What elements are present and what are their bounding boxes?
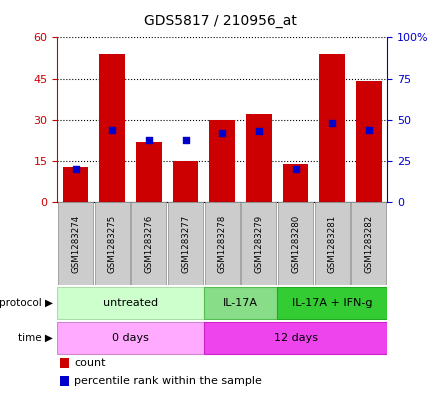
Text: GSM1283278: GSM1283278 <box>218 215 227 273</box>
Bar <box>356 81 382 202</box>
Point <box>72 166 79 173</box>
Point <box>365 127 372 133</box>
Text: time ▶: time ▶ <box>18 333 53 343</box>
Text: GSM1283281: GSM1283281 <box>328 215 337 273</box>
Text: GSM1283274: GSM1283274 <box>71 215 80 273</box>
Text: GSM1283282: GSM1283282 <box>364 215 374 273</box>
Text: GSM1283277: GSM1283277 <box>181 215 190 273</box>
Point <box>219 130 226 136</box>
Point <box>109 127 116 133</box>
Bar <box>205 202 240 285</box>
Bar <box>315 202 350 285</box>
Text: 0 days: 0 days <box>112 333 149 343</box>
Bar <box>60 376 69 386</box>
Bar <box>204 322 387 354</box>
Bar <box>241 202 276 285</box>
Text: IL-17A: IL-17A <box>223 298 258 308</box>
Bar <box>209 120 235 202</box>
Text: untreated: untreated <box>103 298 158 308</box>
Bar <box>246 114 272 202</box>
Bar <box>95 202 130 285</box>
Bar <box>57 322 204 354</box>
Bar <box>204 287 277 318</box>
Text: 12 days: 12 days <box>274 333 318 343</box>
Text: IL-17A + IFN-g: IL-17A + IFN-g <box>292 298 372 308</box>
Bar <box>351 202 386 285</box>
Text: GDS5817 / 210956_at: GDS5817 / 210956_at <box>143 14 297 28</box>
Bar <box>57 287 204 318</box>
Text: percentile rank within the sample: percentile rank within the sample <box>74 376 262 386</box>
Bar <box>58 202 93 285</box>
Text: GSM1283279: GSM1283279 <box>254 215 264 273</box>
Text: protocol ▶: protocol ▶ <box>0 298 53 308</box>
Bar <box>136 142 162 202</box>
Bar <box>63 167 88 202</box>
Bar <box>277 287 387 318</box>
Bar <box>99 54 125 202</box>
Point <box>182 136 189 143</box>
Point <box>329 120 336 126</box>
Text: GSM1283276: GSM1283276 <box>144 215 154 273</box>
Point <box>292 166 299 173</box>
Bar <box>278 202 313 285</box>
Point <box>255 128 262 134</box>
Text: count: count <box>74 358 106 368</box>
Text: GSM1283280: GSM1283280 <box>291 215 300 273</box>
Bar <box>131 202 166 285</box>
Text: GSM1283275: GSM1283275 <box>108 215 117 273</box>
Bar <box>168 202 203 285</box>
Bar <box>319 54 345 202</box>
Point <box>145 136 152 143</box>
Bar <box>60 358 69 368</box>
Bar <box>173 161 198 202</box>
Bar <box>283 164 308 202</box>
